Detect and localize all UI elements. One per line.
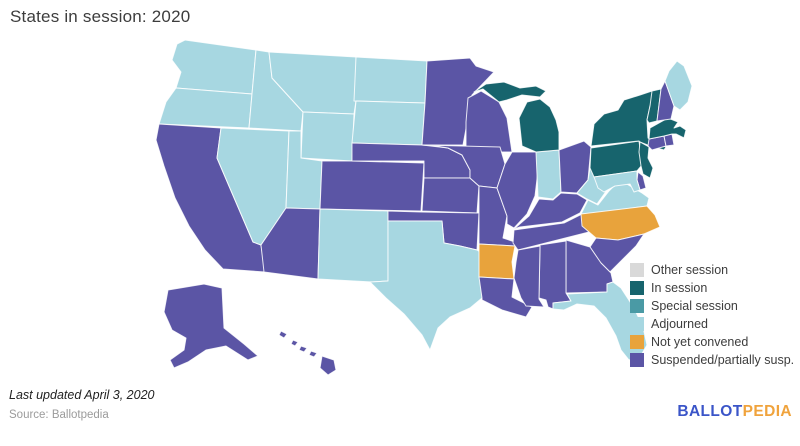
- state-MI[interactable]: [473, 81, 560, 153]
- state-MD[interactable]: [593, 170, 641, 193]
- legend-row: Adjourned: [630, 315, 794, 333]
- state-HI[interactable]: [278, 330, 337, 376]
- legend-label: Not yet convened: [651, 335, 749, 349]
- state-FL[interactable]: [552, 281, 648, 361]
- state-AL[interactable]: [538, 240, 572, 310]
- state-WY[interactable]: [300, 111, 355, 162]
- legend-row: Suspended/partially susp.: [630, 351, 794, 369]
- legend-label: Suspended/partially susp.: [651, 353, 795, 367]
- last-updated-note: Last updated April 3, 2020: [9, 388, 155, 402]
- legend-label: In session: [651, 281, 708, 295]
- legend-label: Special session: [651, 299, 738, 313]
- legend-label: Adjourned: [651, 317, 708, 331]
- state-NM[interactable]: [317, 208, 389, 283]
- state-KY[interactable]: [513, 192, 588, 230]
- state-LA[interactable]: [478, 276, 533, 318]
- page-title: States in session: 2020: [10, 7, 191, 26]
- state-MS[interactable]: [513, 245, 545, 308]
- state-OR[interactable]: [158, 87, 253, 129]
- state-CO[interactable]: [319, 160, 425, 212]
- map-legend: Other session In session Special session…: [630, 261, 794, 369]
- state-ND[interactable]: [353, 56, 428, 104]
- state-SD[interactable]: [351, 100, 426, 146]
- state-AR[interactable]: [478, 243, 516, 280]
- legend-swatch-other-session-icon: [630, 263, 644, 277]
- state-AK[interactable]: [163, 283, 259, 369]
- state-WI[interactable]: [465, 90, 513, 153]
- legend-row: In session: [630, 279, 794, 297]
- state-WA[interactable]: [171, 39, 257, 95]
- state-ME[interactable]: [664, 60, 693, 111]
- state-TX[interactable]: [369, 220, 483, 351]
- legend-swatch-special-session-icon: [630, 299, 644, 313]
- source-note: Source: Ballotpedia: [9, 409, 109, 421]
- state-IN[interactable]: [535, 149, 562, 200]
- legend-row: Other session: [630, 261, 794, 279]
- logo-part-ballot: BALLOT: [677, 403, 743, 420]
- legend-row: Not yet convened: [630, 333, 794, 351]
- logo-part-pedia: PEDIA: [742, 403, 792, 420]
- state-KS[interactable]: [421, 177, 480, 214]
- legend-label: Other session: [651, 263, 729, 277]
- legend-swatch-adjourned-icon: [630, 317, 644, 331]
- state-MA[interactable]: [648, 117, 687, 140]
- state-NH[interactable]: [656, 80, 675, 122]
- ballotpedia-logo: BALLOTPEDIA: [677, 403, 792, 421]
- legend-swatch-in-session-icon: [630, 281, 644, 295]
- legend-swatch-suspended-icon: [630, 353, 644, 367]
- state-NJ[interactable]: [638, 141, 654, 179]
- state-IA[interactable]: [421, 144, 506, 189]
- state-AZ[interactable]: [260, 207, 321, 280]
- legend-swatch-not-yet-convened-icon: [630, 335, 644, 349]
- legend-row: Special session: [630, 297, 794, 315]
- map-states-group: [155, 39, 693, 376]
